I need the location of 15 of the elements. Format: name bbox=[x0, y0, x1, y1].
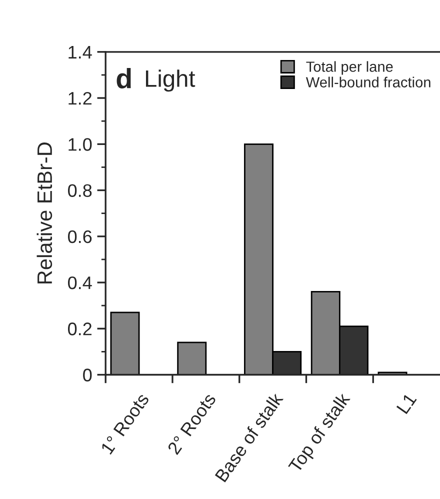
legend-label: Total per lane bbox=[306, 61, 393, 75]
bar bbox=[110, 312, 140, 375]
legend-label: Well-bound fraction bbox=[306, 76, 430, 88]
y-tick-label: 1.0 bbox=[68, 138, 92, 151]
y-tick-label: 0.8 bbox=[68, 184, 92, 197]
y-tick-label: 0.6 bbox=[68, 230, 92, 244]
y-axis-title: Relative EtBr-D bbox=[36, 142, 52, 284]
y-tick-label: 1.4 bbox=[68, 46, 92, 58]
y-tick-label: 1.2 bbox=[68, 92, 92, 105]
x-tick-label: L1 bbox=[396, 392, 417, 414]
y-tick-label: 0.2 bbox=[68, 322, 92, 336]
text: d Light bbox=[116, 68, 196, 92]
y-tick-label: 0 bbox=[83, 368, 92, 382]
y-tick-label: 0.4 bbox=[68, 276, 92, 290]
bar bbox=[177, 342, 207, 375]
